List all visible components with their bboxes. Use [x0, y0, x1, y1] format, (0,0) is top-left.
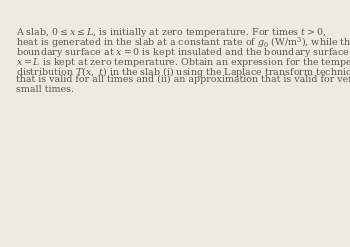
Text: distribution $T(x,\ t)$ in the slab (i) using the Laplace transform technique: distribution $T(x,\ t)$ in the slab (i) … — [16, 65, 350, 79]
Text: that is valid for all times and (ii) an approximation that is valid for very: that is valid for all times and (ii) an … — [16, 75, 350, 84]
Text: boundary surface at $x = 0$ is kept insulated and the boundary surface at: boundary surface at $x = 0$ is kept insu… — [16, 46, 350, 59]
Text: heat is generated in the slab at a constant rate of $g_0$ (W/m$^3$), while the: heat is generated in the slab at a const… — [16, 36, 350, 50]
Text: small times.: small times. — [16, 85, 74, 94]
Text: $x = L$ is kept at zero temperature. Obtain an expression for the temperature: $x = L$ is kept at zero temperature. Obt… — [16, 56, 350, 68]
Text: A slab, $0 \leq x \leq L$, is initially at zero temperature. For times $t > 0$,: A slab, $0 \leq x \leq L$, is initially … — [16, 26, 326, 39]
